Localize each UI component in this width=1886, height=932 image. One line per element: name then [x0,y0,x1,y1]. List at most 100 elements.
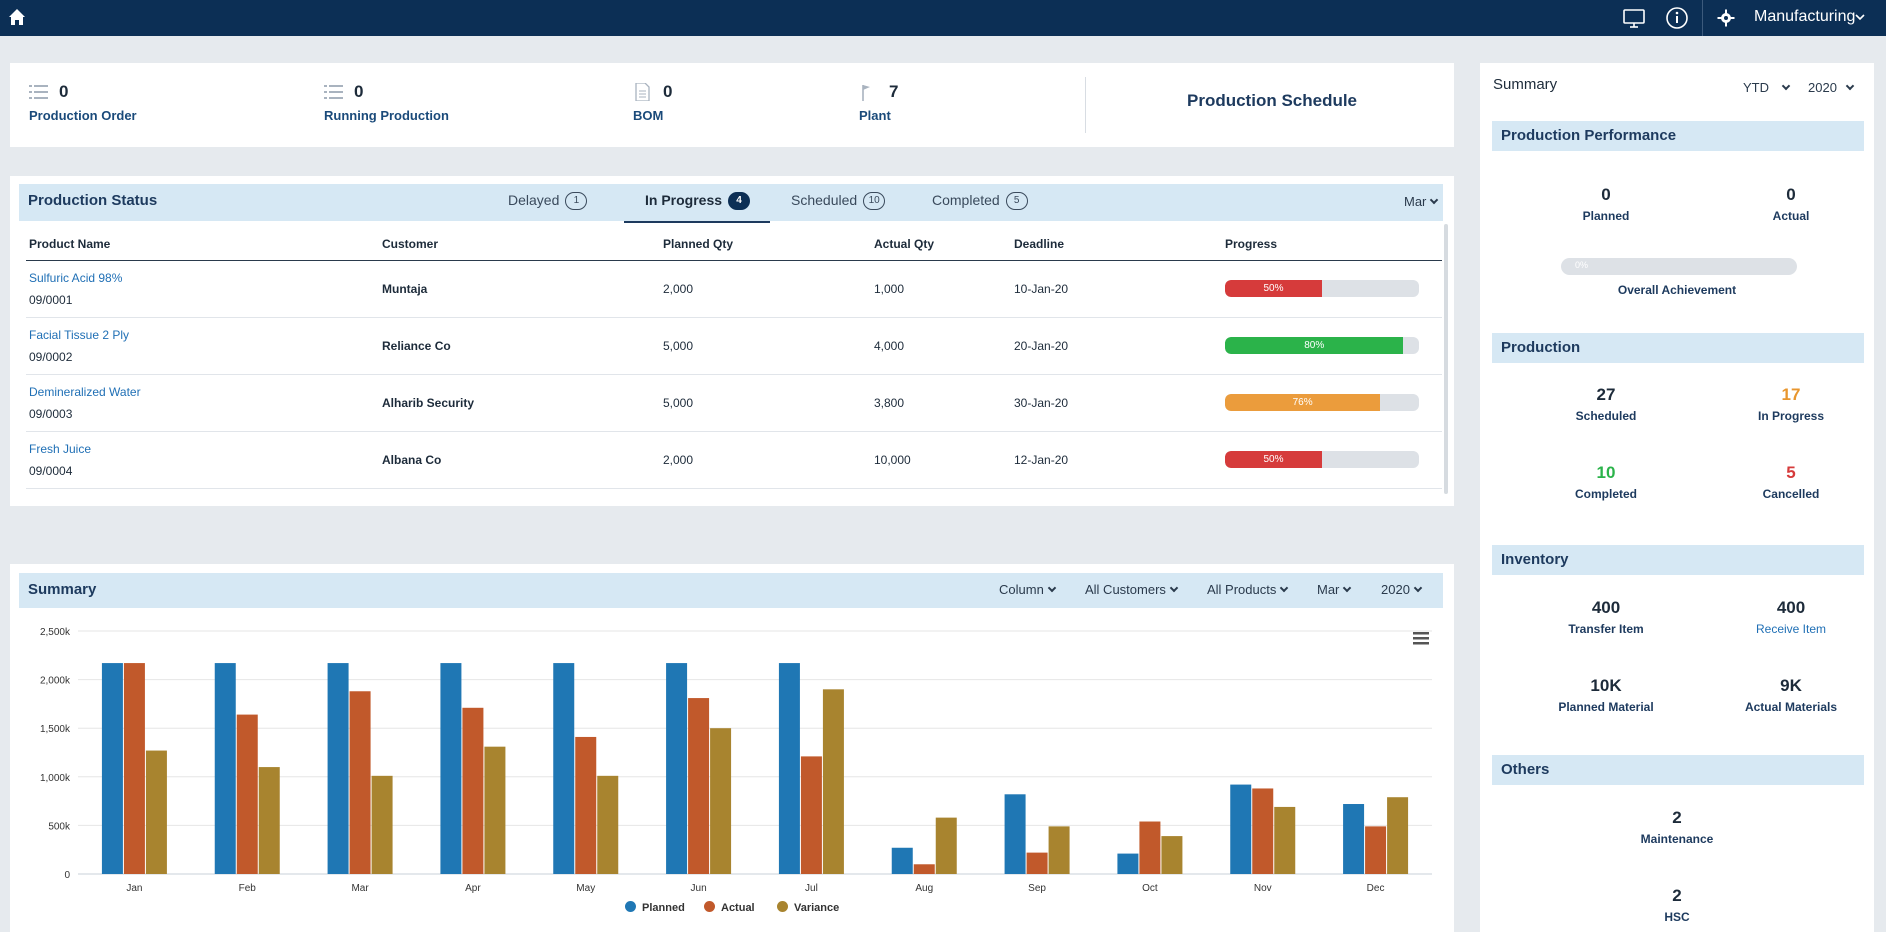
chart-type-dropdown[interactable]: Column [999,582,1057,597]
stat-actual-materials[interactable]: 9K Actual Materials [1701,676,1881,714]
planned-qty-cell: 2,000 [660,260,871,318]
x-tick-label: Jan [126,883,142,894]
bar-actual-sep[interactable] [1026,852,1048,874]
legend-variance[interactable]: Variance [777,901,839,914]
bar-planned-sep[interactable] [1004,794,1026,874]
table-row[interactable]: Sulfuric Acid 98% 09/0001 Muntaja 2,000 1,00… [26,260,1442,318]
column-header[interactable]: Actual Qty [871,228,1011,261]
bar-actual-dec[interactable] [1365,826,1387,874]
bar-actual-jun[interactable] [688,698,710,874]
column-header[interactable]: Progress [1222,228,1442,261]
bar-planned-oct[interactable] [1117,853,1139,874]
production-status-table: Product Name Customer Planned Qty Actual… [26,228,1442,489]
bar-planned-jul[interactable] [778,663,800,874]
dropdown-value: Column [999,582,1044,597]
chart-menu-icon[interactable] [1413,632,1429,645]
stat-scheduled[interactable]: 27 Scheduled [1516,385,1696,423]
bar-actual-feb[interactable] [236,714,258,874]
kpi-value: 0 [354,82,364,101]
product-name-link[interactable]: Fresh Juice [29,441,92,456]
bar-planned-feb[interactable] [214,663,236,874]
bar-planned-mar[interactable] [327,663,349,874]
bar-planned-jan[interactable] [101,663,123,874]
bar-actual-aug[interactable] [913,864,935,874]
period-dropdown[interactable]: YTD [1743,80,1791,95]
column-header[interactable]: Deadline [1011,228,1222,261]
gear-icon[interactable] [1713,5,1739,31]
bar-planned-aug[interactable] [891,847,913,874]
bar-actual-jul[interactable] [800,756,822,874]
bar-variance-mar[interactable] [371,775,393,874]
product-dropdown[interactable]: All Products [1207,582,1289,597]
month-dropdown[interactable]: Mar [1404,194,1439,209]
stat-cancelled[interactable]: 5 Cancelled [1701,463,1881,501]
bar-variance-nov[interactable] [1274,806,1296,874]
chart-month-dropdown[interactable]: Mar [1317,582,1352,597]
progress-bar: 76% [1225,394,1419,411]
bar-actual-jan[interactable] [123,663,145,874]
stat-completed[interactable]: 10 Completed [1516,463,1696,501]
product-name-link[interactable]: Demineralized Water [29,384,141,399]
tab-delayed[interactable]: Delayed 1 [508,192,588,211]
home-icon[interactable] [6,6,28,28]
bar-variance-jun[interactable] [710,728,732,874]
stat-planned-material[interactable]: 10K Planned Material [1516,676,1696,714]
table-scrollbar[interactable] [1444,224,1448,494]
bar-variance-jan[interactable] [145,750,167,874]
bar-actual-oct[interactable] [1139,821,1161,874]
bar-actual-may[interactable] [575,736,597,874]
y-tick-label: 500k [48,821,71,832]
production-schedule-link[interactable]: Production Schedule [1187,91,1358,110]
bar-planned-apr[interactable] [440,663,462,874]
table-row[interactable]: Demineralized Water 09/0003 Alharib Securi… [26,374,1442,432]
bar-actual-mar[interactable] [349,691,371,874]
column-header[interactable]: Customer [379,228,660,261]
document-icon [633,82,653,102]
bar-planned-dec[interactable] [1343,804,1365,874]
dropdown-value: 2020 [1381,582,1410,597]
chevron-down-icon[interactable] [1854,10,1866,28]
bar-variance-apr[interactable] [484,746,506,874]
bar-variance-aug[interactable] [935,817,957,874]
stat-maintenance[interactable]: 2 Maintenance [1587,808,1767,846]
bar-variance-dec[interactable] [1387,797,1409,874]
chart-year-dropdown[interactable]: 2020 [1381,582,1423,597]
stat-receive-item[interactable]: 400 Receive Item [1701,598,1881,636]
product-name-link[interactable]: Sulfuric Acid 98% [29,270,123,285]
column-header[interactable]: Product Name [26,228,379,261]
kpi-value: 0 [59,82,69,101]
stat-transfer-item[interactable]: 400 Transfer Item [1516,598,1696,636]
section-header: Production Performance [1492,121,1864,151]
tab-scheduled[interactable]: Scheduled 10 [791,192,886,211]
bar-variance-may[interactable] [597,775,619,874]
tab-completed[interactable]: Completed 5 [932,192,1028,211]
stat-in-progress[interactable]: 17 In Progress [1701,385,1881,423]
product-name-link[interactable]: Facial Tissue 2 Ply [29,327,130,342]
column-header[interactable]: Planned Qty [660,228,871,261]
monitor-icon[interactable] [1621,5,1647,31]
bar-planned-nov[interactable] [1230,784,1252,874]
customer-dropdown[interactable]: All Customers [1085,582,1179,597]
info-icon[interactable] [1664,5,1690,31]
bar-variance-jul[interactable] [822,689,844,874]
bar-variance-oct[interactable] [1161,836,1183,874]
table-row[interactable]: Fresh Juice 09/0004 Albana Co 2,000 10,000 12… [26,431,1442,489]
stat-hsc[interactable]: 2 HSC [1587,886,1767,924]
bar-planned-jun[interactable] [666,663,688,874]
section-title: Inventory [1501,551,1569,568]
deadline-cell: 10-Jan-20 [1011,260,1222,318]
tab-in-progress[interactable]: In Progress 4 [645,192,751,211]
bar-planned-may[interactable] [553,663,575,874]
table-row[interactable]: Facial Tissue 2 Ply 09/0002 Reliance Co 5,0… [26,317,1442,375]
stat-label: Planned Material [1558,700,1654,714]
bar-actual-nov[interactable] [1252,788,1274,874]
module-selector[interactable]: Manufacturing [1754,8,1856,25]
legend-marker [625,901,636,912]
bar-actual-apr[interactable] [462,707,484,874]
year-dropdown[interactable]: 2020 [1808,80,1855,95]
legend-planned[interactable]: Planned [625,901,685,914]
bar-variance-sep[interactable] [1048,826,1070,874]
dropdown-value: YTD [1743,80,1769,95]
bar-variance-feb[interactable] [258,767,280,874]
legend-actual[interactable]: Actual [704,901,755,914]
